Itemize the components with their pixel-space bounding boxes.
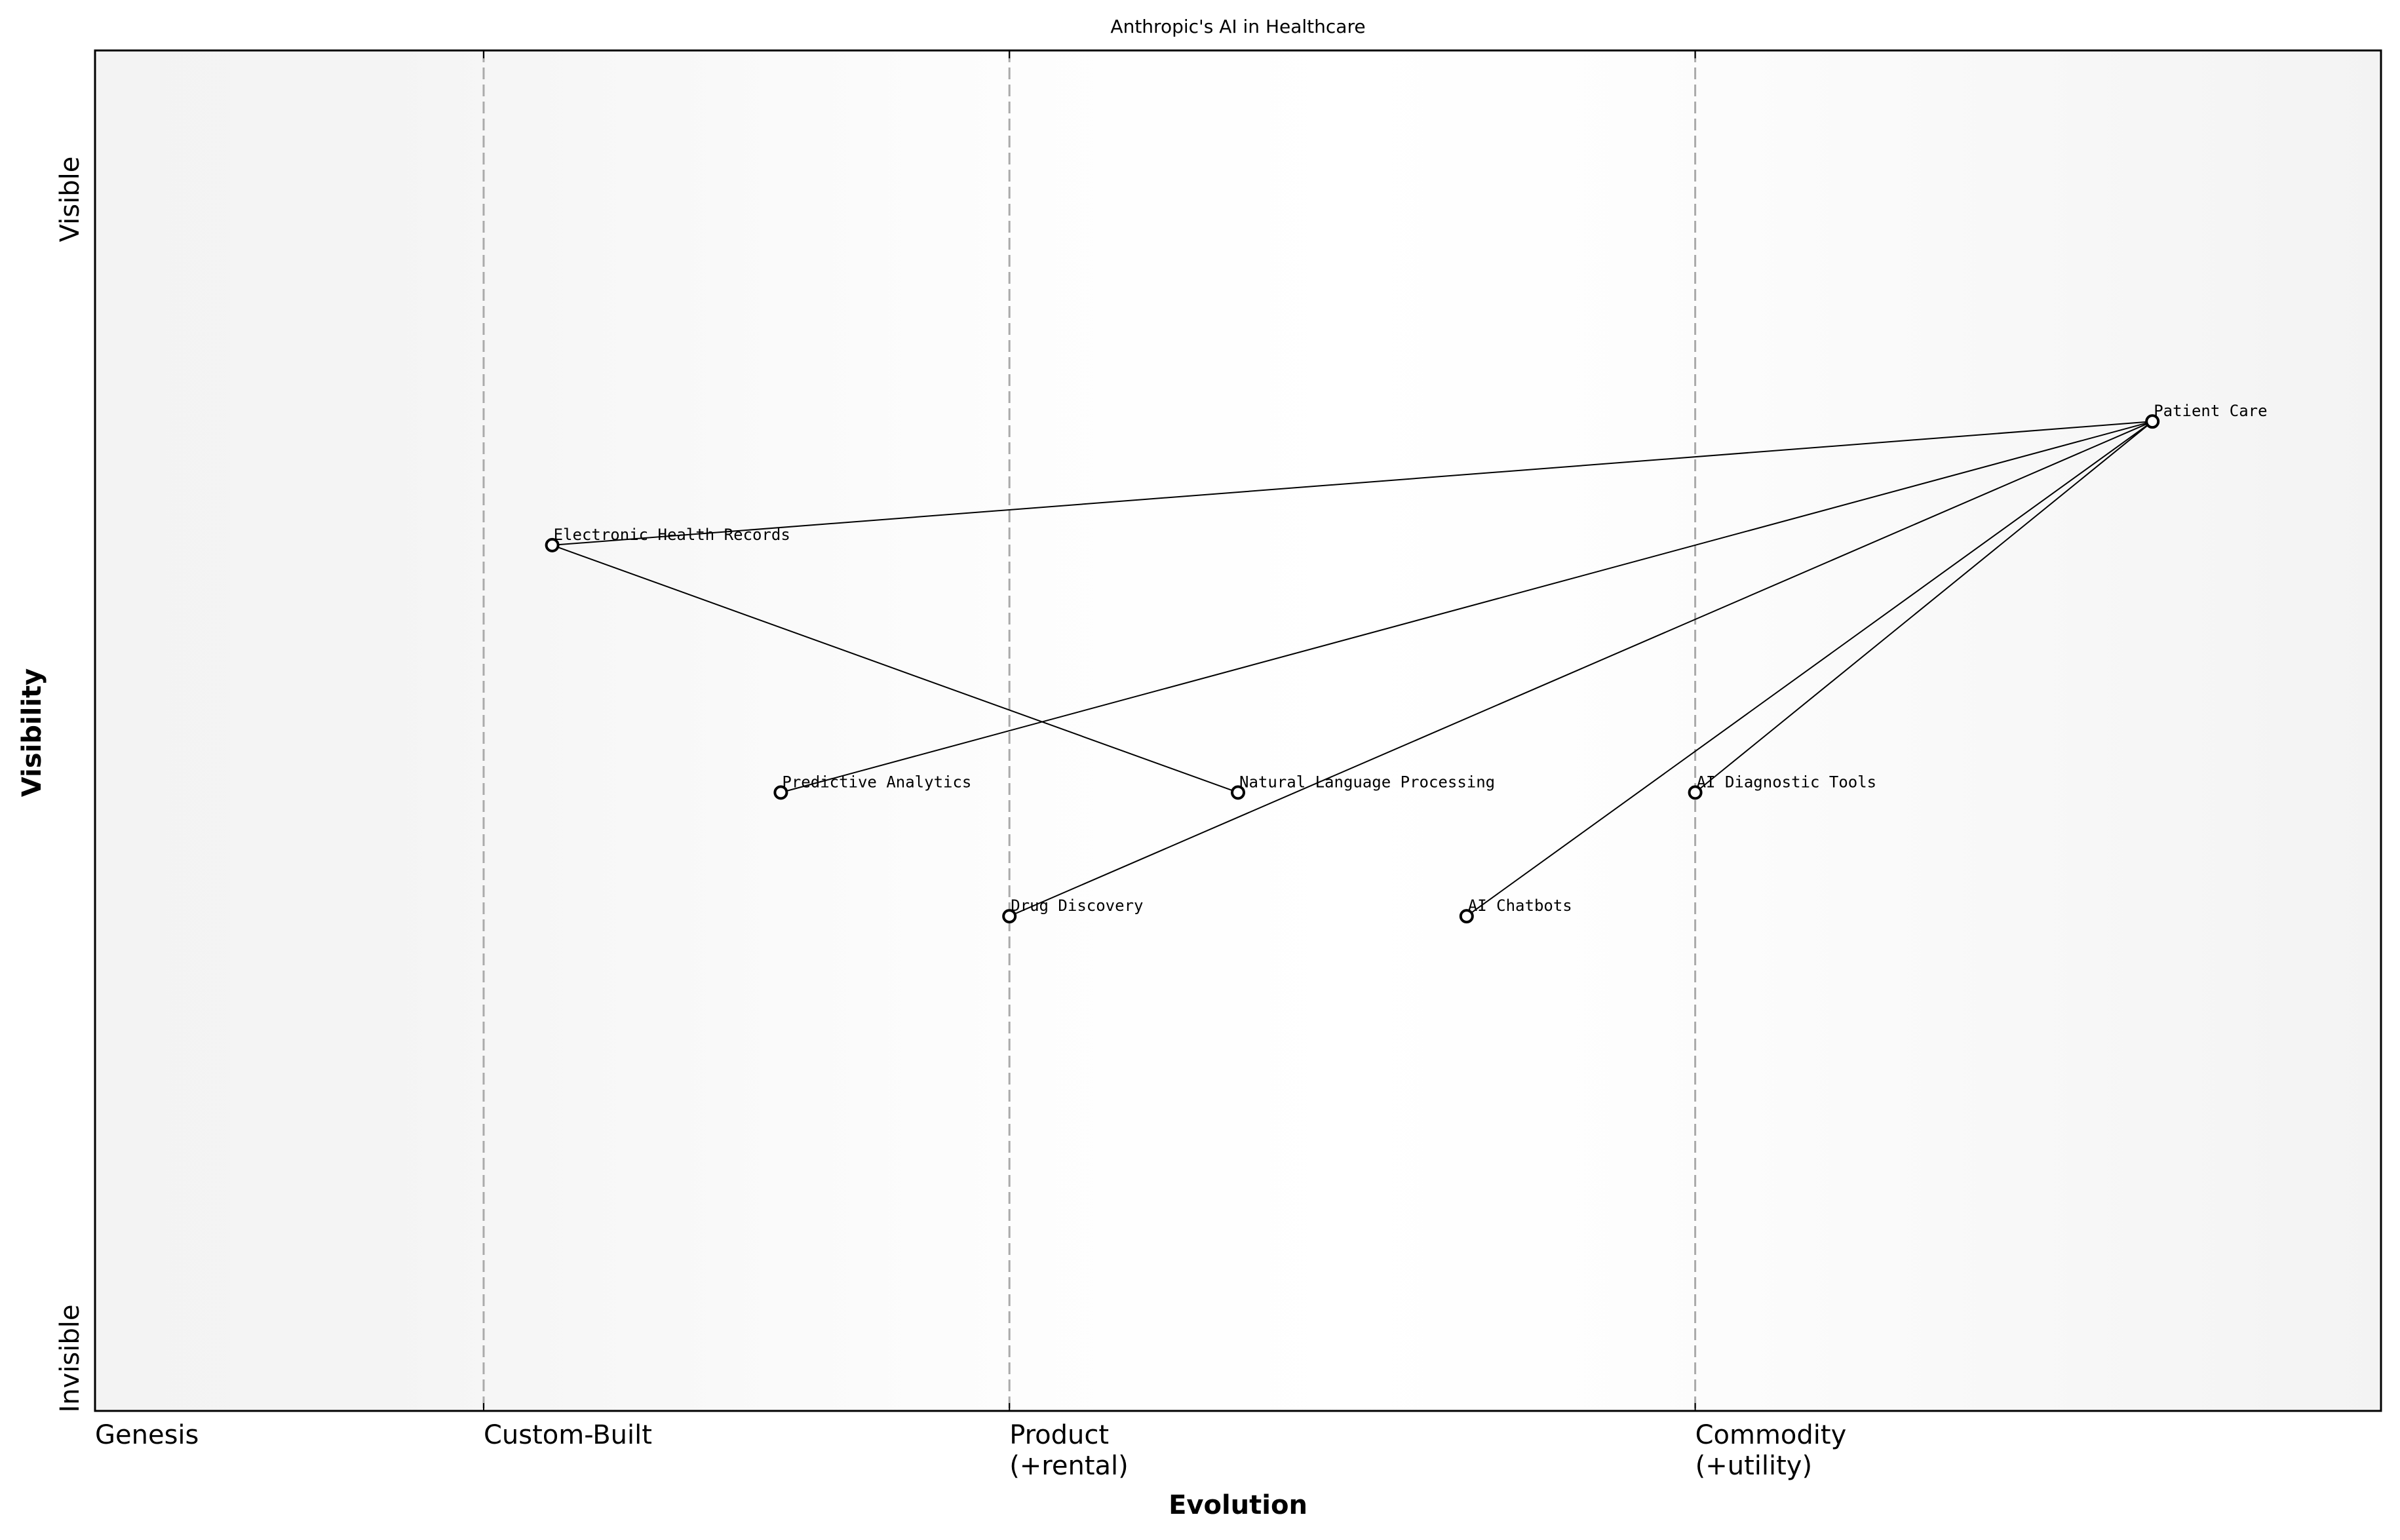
component-point[interactable] (1459, 909, 1474, 924)
component-label: AI Chatbots (1468, 896, 1572, 915)
component-label: Drug Discovery (1011, 896, 1143, 915)
component-label: Predictive Analytics (782, 773, 971, 791)
component-label: Electronic Health Records (554, 526, 790, 544)
stage-label: Custom-Built (484, 1420, 652, 1450)
plot-frame (94, 49, 2382, 1412)
chart-title: Anthropic's AI in Healthcare (1110, 16, 1365, 37)
dependency-link (1466, 421, 2153, 917)
y-label-visible: Visible (55, 157, 85, 242)
y-axis-title: Visibility (17, 668, 47, 797)
dependency-link (781, 421, 2153, 794)
dependency-link (552, 544, 1239, 794)
dependency-link (1694, 421, 2153, 794)
component-label: Patient Care (2154, 402, 2267, 420)
component-point[interactable] (1231, 785, 1245, 800)
plot-background (95, 50, 2381, 1411)
component-point[interactable] (773, 785, 788, 800)
component-point[interactable] (545, 537, 560, 552)
stage-label: Commodity (+utility) (1695, 1420, 1847, 1481)
dependency-link (1009, 421, 2153, 917)
y-label-invisible: Invisible (55, 1305, 85, 1413)
component-label: Natural Language Processing (1239, 773, 1495, 791)
x-axis-title: Evolution (1169, 1490, 1307, 1520)
component-point[interactable] (1002, 909, 1017, 924)
stage-label: Genesis (95, 1420, 199, 1450)
component-point[interactable] (2145, 414, 2160, 429)
component-point[interactable] (1688, 785, 1703, 800)
component-label: AI Diagnostic Tools (1697, 773, 1877, 791)
dependency-link (552, 421, 2153, 546)
stage-label: Product (+rental) (1009, 1420, 1129, 1481)
